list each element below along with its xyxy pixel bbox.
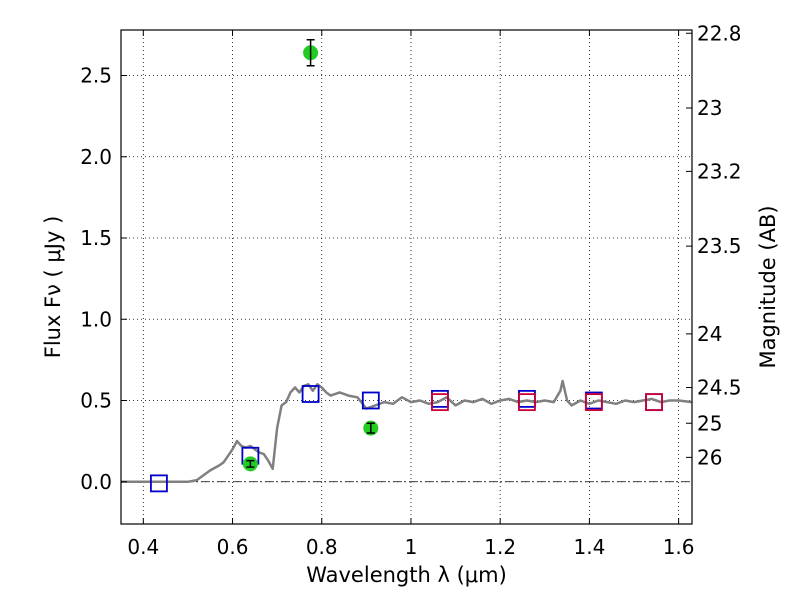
y2-tick-label: 23.2 <box>697 159 742 183</box>
y-tick-label: 0.0 <box>80 470 112 494</box>
y2-tick-label: 25 <box>697 411 722 435</box>
model-photometry-square <box>584 393 603 412</box>
plot-series <box>121 39 693 493</box>
x-axis-label: Wavelength λ (μm) <box>306 563 507 587</box>
model-photometry-square <box>301 385 320 403</box>
x-tick-label: 1.6 <box>663 535 695 559</box>
y2-tick-label: 23.5 <box>697 234 742 258</box>
x-tick-label: 0.6 <box>217 535 249 559</box>
x-tick-label: 0.4 <box>127 535 159 559</box>
model-photometry-square <box>645 393 663 412</box>
model-photometry-square <box>518 393 536 412</box>
y2-tick-label: 24.5 <box>697 376 742 400</box>
y-tick-label: 1.5 <box>80 226 112 250</box>
y-tick-label: 2.0 <box>80 145 112 169</box>
y2-axis-label: Magnitude (AB) <box>756 205 780 368</box>
x-tick-label: 1.2 <box>484 535 516 559</box>
model-photometry-square <box>150 474 168 493</box>
plot-frame <box>120 29 693 525</box>
y-axis-label: Flux Fν ( μJy ) <box>41 216 65 359</box>
y2-tick-label: 23 <box>697 96 722 120</box>
y-tick-label: 2.5 <box>80 64 112 88</box>
model-photometry-square <box>361 391 380 410</box>
grid <box>121 30 692 524</box>
x-tick-label: 1 <box>405 535 418 559</box>
y-tick-label: 0.5 <box>80 389 112 413</box>
model-photometry-square <box>431 393 449 412</box>
x-tick-label: 0.8 <box>306 535 338 559</box>
model-spectrum-line <box>121 379 693 484</box>
axis-ticks: 0.4 0.6 0.8 1 1.2 1.4 1.6 0.0 0.5 1.0 1.5 2.0 2.5 22.… <box>80 21 741 559</box>
y2-tick-label: 26 <box>697 445 722 469</box>
y2-tick-label: 24 <box>697 322 722 346</box>
x-tick-label: 1.4 <box>573 535 605 559</box>
y-tick-label: 1.0 <box>80 307 112 331</box>
y2-tick-label: 22.8 <box>697 21 742 45</box>
